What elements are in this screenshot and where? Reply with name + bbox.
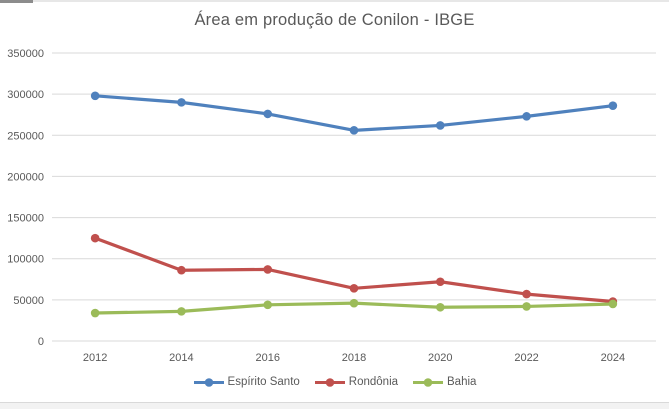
data-point-Espírito Santo-2020	[435, 121, 445, 130]
x-tick-label-2016: 2016	[255, 352, 279, 364]
data-point-Bahia-2016	[263, 300, 273, 310]
legend-marker-dot	[325, 377, 335, 387]
legend-marker-icon	[413, 377, 444, 387]
legend-item-Bahia[interactable]: Bahia	[412, 376, 476, 388]
window-top-left-fragment	[0, 0, 33, 3]
legend-marker-icon	[193, 377, 224, 387]
legend-marker-dot	[423, 377, 433, 387]
y-tick-label-0: 0	[38, 336, 44, 348]
y-tick-label-350000: 350000	[7, 48, 44, 60]
chart-legend: Espírito Santo Rondônia Bahia	[0, 376, 669, 388]
window-top-edge	[0, 0, 669, 2]
data-point-Rondônia-2020	[435, 277, 445, 287]
x-tick-label-2012: 2012	[83, 352, 107, 364]
x-tick-label-2020: 2020	[428, 352, 452, 364]
data-point-Bahia-2020	[435, 302, 445, 312]
data-point-Espírito Santo-2018	[349, 126, 359, 135]
y-tick-label-200000: 200000	[7, 171, 44, 183]
chart-title: Área em produção de Conilon - IBGE	[194, 11, 475, 29]
legend-label: Espírito Santo	[227, 376, 300, 388]
x-tick-label-2018: 2018	[342, 352, 366, 364]
data-point-Bahia-2024	[608, 299, 618, 309]
data-point-Rondônia-2014	[177, 265, 186, 275]
y-tick-label-50000: 50000	[13, 295, 44, 307]
data-point-Espírito Santo-2014	[177, 98, 186, 107]
legend-label: Bahia	[447, 376, 477, 388]
data-point-Rondônia-2012	[90, 233, 100, 243]
data-point-Espírito Santo-2016	[263, 109, 273, 119]
data-point-Espírito Santo-2024	[608, 101, 618, 110]
x-tick-label-2024: 2024	[601, 352, 625, 364]
data-point-Bahia-2014	[177, 307, 186, 316]
legend-item-Espírito Santo[interactable]: Espírito Santo	[193, 376, 300, 388]
data-point-Bahia-2018	[349, 298, 359, 308]
y-tick-label-150000: 150000	[7, 213, 44, 225]
data-point-Espírito Santo-2012	[90, 91, 100, 101]
series-line-Espírito Santo	[93, 94, 615, 132]
legend-marker-icon	[314, 377, 345, 387]
legend-marker-dot	[204, 377, 213, 387]
data-point-Rondônia-2022	[522, 289, 531, 299]
data-point-Rondônia-2016	[263, 265, 273, 274]
data-point-Rondônia-2018	[349, 284, 359, 293]
y-tick-label-250000: 250000	[7, 130, 44, 142]
x-tick-label-2014: 2014	[169, 352, 193, 364]
legend-item-Rondônia[interactable]: Rondônia	[314, 376, 398, 388]
data-point-Bahia-2022	[522, 302, 531, 311]
x-tick-label-2022: 2022	[514, 352, 538, 364]
data-point-Espírito Santo-2022	[522, 112, 531, 121]
y-tick-label-300000: 300000	[7, 89, 44, 101]
y-tick-label-100000: 100000	[7, 254, 44, 266]
window-bottom-edge	[0, 402, 669, 409]
data-point-Bahia-2012	[90, 308, 100, 318]
legend-label: Rondônia	[348, 376, 399, 388]
